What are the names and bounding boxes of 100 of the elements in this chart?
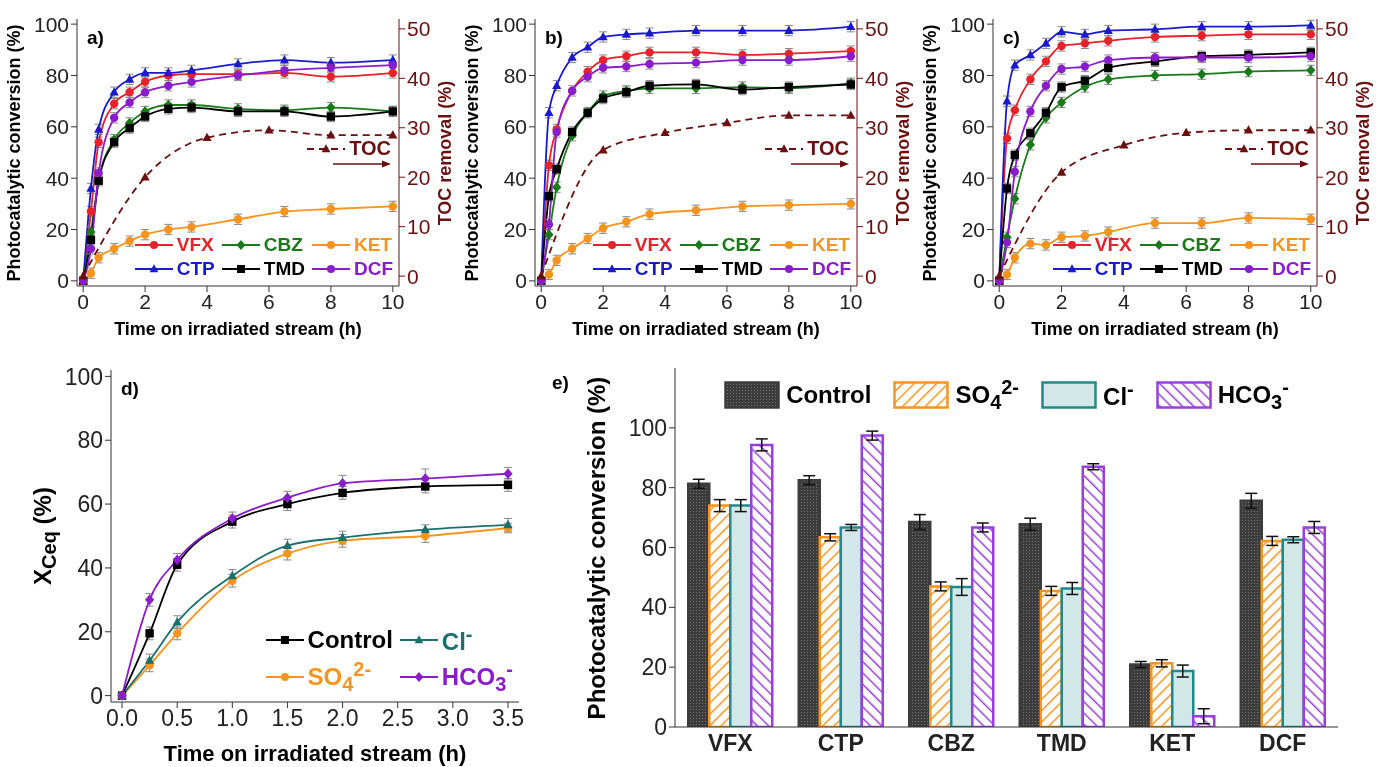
legend-label: KET	[353, 234, 392, 256]
legend-label: DCF	[811, 258, 851, 280]
x-tick-label: 4	[1118, 289, 1130, 313]
x-tick-label: 0	[993, 289, 1006, 313]
legend-label: VFX	[176, 234, 214, 256]
y-tick-label: 60	[641, 534, 667, 561]
x-tick-label: 2	[597, 289, 609, 313]
legend-label: DCF	[353, 258, 393, 280]
legend-label: CBZ	[1181, 234, 1221, 256]
legend-label: TMD	[263, 258, 305, 280]
y-tick-label: 20	[503, 217, 527, 241]
y-tick-label: 20	[45, 217, 69, 241]
legend-label: TMD	[721, 258, 763, 280]
legend-label: Cl$^{-}$	[1103, 378, 1134, 412]
legend-label: KET	[811, 234, 850, 256]
y2-tick-label: 20	[1325, 165, 1349, 189]
y-axis-title: Photocatalytic conversion (%)	[461, 23, 483, 282]
y-tick-label: 80	[45, 63, 69, 87]
x-tick-label: 6	[1180, 289, 1192, 313]
y2-tick-label: 40	[407, 66, 431, 90]
y-tick-label: 80	[503, 63, 527, 87]
y2-tick-label: 50	[407, 17, 431, 41]
x-tick-label: 10	[1299, 289, 1323, 313]
annotation: b)	[545, 27, 563, 49]
y-axis-title: Photocatalytic conversion (%)	[3, 23, 25, 282]
y-tick-label: 0	[973, 269, 985, 293]
x-tick-label: 6	[263, 289, 275, 313]
annotation: c)	[1003, 27, 1020, 49]
x-tick-label: 2.5	[381, 705, 414, 732]
y2-tick-label: 40	[1325, 66, 1349, 90]
y-tick-label: 40	[77, 555, 103, 582]
legend-label: CBZ	[721, 234, 761, 256]
y-tick-label: 20	[77, 618, 103, 645]
y-tick-label: 100	[33, 12, 69, 36]
y2-axis-title: TOC removal (%)	[434, 80, 456, 225]
x-tick-label: KET	[1149, 730, 1196, 757]
x-tick-label: TMD	[1036, 730, 1087, 757]
y2-tick-label: 0	[1325, 264, 1337, 288]
x-tick-label: 8	[783, 289, 795, 313]
y2-tick-label: 30	[1325, 116, 1349, 140]
y2-tick-label: 10	[1325, 215, 1349, 239]
x-tick-label: VFX	[707, 730, 754, 757]
y-axis-title: Photocatalytic conversion (%)	[583, 376, 611, 719]
y-tick-label: 60	[961, 115, 985, 139]
x-tick-label: 2	[1055, 289, 1068, 313]
y-tick-label: 40	[503, 166, 527, 190]
y-tick-label: 60	[45, 115, 69, 139]
y-tick-label: 20	[961, 217, 985, 241]
legend-label: VFX	[1094, 234, 1132, 256]
x-tick-label: 8	[1242, 289, 1255, 313]
x-axis-title: Time on irradiated stream (h)	[1030, 319, 1280, 340]
legend-label: TOC	[349, 137, 391, 160]
y-axis-title: Photocatalytic conversion (%)	[919, 23, 941, 282]
x-tick-label: 10	[839, 289, 863, 313]
y-tick-label: 0	[515, 269, 527, 293]
x-tick-label: CTP	[817, 730, 864, 757]
x-tick-label: 4	[659, 289, 672, 313]
annotation: a)	[87, 27, 104, 49]
x-tick-label: 1.5	[271, 705, 304, 732]
x-tick-label: 3.5	[491, 705, 524, 732]
x-tick-label: 0	[535, 289, 548, 313]
y2-tick-label: 50	[865, 17, 889, 41]
y-tick-label: 40	[45, 166, 69, 190]
text: e)	[552, 372, 569, 394]
y-tick-label: 100	[491, 12, 527, 36]
y-tick-label: 0	[57, 269, 69, 293]
y2-tick-label: 30	[865, 116, 889, 140]
legend-label: VFX	[634, 234, 672, 256]
y2-tick-label: 10	[865, 215, 889, 239]
y2-tick-label: 20	[865, 165, 889, 189]
x-axis-title: Time on irradiated stream (h)	[113, 319, 363, 340]
y-tick-label: 80	[961, 63, 985, 87]
x-tick-label: DCF	[1259, 730, 1307, 757]
y2-tick-label: 0	[407, 264, 419, 288]
x-tick-label: 4	[201, 289, 214, 313]
y-tick-label: 60	[77, 491, 103, 518]
legend-label: CBZ	[263, 234, 303, 256]
y2-tick-label: 10	[407, 215, 431, 239]
y-tick-label: 100	[64, 363, 103, 390]
y2-tick-label: 40	[865, 66, 889, 90]
legend-label: CTP	[176, 258, 215, 280]
x-tick-label: 2	[139, 289, 151, 313]
legend-label: KET	[1271, 234, 1310, 256]
y-tick-label: 80	[77, 427, 103, 454]
legend-label: DCF	[1271, 258, 1311, 280]
x-tick-label: 8	[325, 289, 337, 313]
y2-tick-label: 50	[1325, 17, 1349, 41]
x-tick-label: 0.0	[106, 705, 139, 732]
legend-label: Control	[307, 625, 393, 654]
y2-axis-title: TOC removal (%)	[892, 80, 914, 225]
x-tick-label: 2.0	[326, 705, 359, 732]
x-tick-label: 0.5	[161, 705, 194, 732]
y-tick-label: 60	[503, 115, 527, 139]
annotation: d)	[121, 378, 139, 400]
legend-label: Cl$^{-}$	[441, 623, 473, 657]
y-tick-label: 100	[628, 415, 667, 441]
legend-label: CTP	[634, 258, 673, 280]
y2-axis-title: TOC removal (%)	[1352, 80, 1374, 225]
x-tick-label: 3.0	[436, 705, 469, 732]
y-tick-label: 40	[961, 166, 985, 190]
